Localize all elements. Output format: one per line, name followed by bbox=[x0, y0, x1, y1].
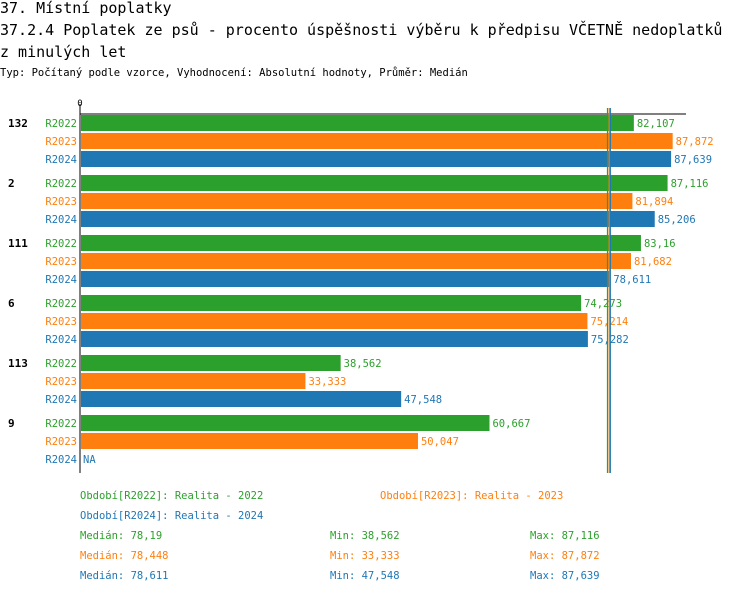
stat-min-r2022: Min: 38,562 bbox=[330, 530, 400, 542]
group-label: 113 bbox=[8, 357, 28, 370]
bar bbox=[81, 355, 341, 371]
group-label: 111 bbox=[8, 237, 28, 250]
bar-series-label: R2023 bbox=[45, 136, 77, 148]
bar bbox=[81, 331, 588, 347]
bar bbox=[81, 373, 306, 389]
bar-value-label: 50,047 bbox=[421, 436, 459, 448]
bar bbox=[81, 433, 418, 449]
stat-max-r2022: Max: 87,116 bbox=[530, 530, 600, 542]
chart-title-continued: z minulých let bbox=[0, 43, 127, 61]
group-label: 9 bbox=[8, 417, 15, 430]
bar-value-label: 38,562 bbox=[344, 358, 382, 370]
bar-value-label: 87,639 bbox=[674, 154, 712, 166]
bar bbox=[81, 253, 631, 269]
stat-max-r2024: Max: 87,639 bbox=[530, 570, 600, 582]
group-label: 132 bbox=[8, 117, 28, 130]
group-label: 6 bbox=[8, 297, 15, 310]
bar-value-label: 60,667 bbox=[492, 418, 530, 430]
bar-series-label: R2022 bbox=[45, 358, 77, 370]
bar bbox=[81, 193, 633, 209]
x-axis-tick-label: 0 bbox=[77, 99, 82, 109]
bar-series-label: R2022 bbox=[45, 298, 77, 310]
chart-title: 37.2.4 Poplatek ze psů - procento úspěšn… bbox=[0, 21, 723, 39]
bar-series-label: R2022 bbox=[45, 118, 77, 130]
bar bbox=[81, 175, 668, 191]
bar-series-label: R2023 bbox=[45, 256, 77, 268]
bar-series-label: R2023 bbox=[45, 436, 77, 448]
bar-value-label: 83,16 bbox=[644, 238, 676, 250]
bar-series-label: R2023 bbox=[45, 376, 77, 388]
bar bbox=[81, 235, 641, 251]
bar-series-label: R2024 bbox=[45, 334, 77, 346]
stat-median-r2024: Medián: 78,611 bbox=[80, 570, 169, 582]
bar-series-label: R2023 bbox=[45, 196, 77, 208]
group-label: 2 bbox=[8, 177, 15, 190]
bar-series-label: R2022 bbox=[45, 178, 77, 190]
stat-max-r2023: Max: 87,872 bbox=[530, 550, 600, 562]
bar bbox=[81, 391, 402, 407]
bar bbox=[81, 415, 490, 431]
bar-series-label: R2023 bbox=[45, 316, 77, 328]
stat-min-r2024: Min: 47,548 bbox=[330, 570, 400, 582]
stat-min-r2023: Min: 33,333 bbox=[330, 550, 400, 562]
bar bbox=[81, 133, 673, 149]
bar-series-label: R2022 bbox=[45, 418, 77, 430]
bar-series-label: R2024 bbox=[45, 454, 77, 466]
bar-value-label-na: NA bbox=[83, 454, 96, 466]
bar bbox=[81, 115, 634, 131]
bar-value-label: 87,872 bbox=[676, 136, 714, 148]
bar bbox=[81, 151, 672, 167]
bar-value-label: 81,894 bbox=[635, 196, 673, 208]
bar bbox=[81, 271, 611, 287]
chart-section-title: 37. Místní poplatky bbox=[0, 0, 172, 17]
bar-value-label: 33,333 bbox=[308, 376, 346, 388]
bar-series-label: R2024 bbox=[45, 394, 77, 406]
bar bbox=[81, 313, 588, 329]
bar-series-label: R2024 bbox=[45, 214, 77, 226]
legend-period-r2022: Období[R2022]: Realita - 2022 bbox=[80, 490, 264, 502]
bar-value-label: 85,206 bbox=[658, 214, 696, 226]
bar-series-label: R2022 bbox=[45, 238, 77, 250]
legend-period-r2024: Období[R2024]: Realita - 2024 bbox=[80, 510, 264, 522]
bar-value-label: 82,107 bbox=[637, 118, 675, 130]
bar-value-label: 74,273 bbox=[584, 298, 622, 310]
legend-period-r2023: Období[R2023]: Realita - 2023 bbox=[380, 490, 564, 502]
bar-chart: 0 132 R2022 82,107 R2023 87,872 R2024 87,639 2 R2… bbox=[8, 99, 714, 473]
bar-value-label: 81,682 bbox=[634, 256, 672, 268]
stat-median-r2022: Medián: 78,19 bbox=[80, 530, 163, 542]
bar-series-label: R2024 bbox=[45, 274, 77, 286]
bar bbox=[81, 295, 582, 311]
bar-value-label: 47,548 bbox=[404, 394, 442, 406]
bar-value-label: 78,611 bbox=[613, 274, 651, 286]
chart-subtitle: Typ: Počítaný podle vzorce, Vyhodnocení:… bbox=[0, 67, 468, 79]
bar bbox=[81, 211, 655, 227]
bar-value-label: 87,116 bbox=[671, 178, 709, 190]
stat-median-r2023: Medián: 78,448 bbox=[80, 550, 169, 562]
bar-series-label: R2024 bbox=[45, 154, 77, 166]
